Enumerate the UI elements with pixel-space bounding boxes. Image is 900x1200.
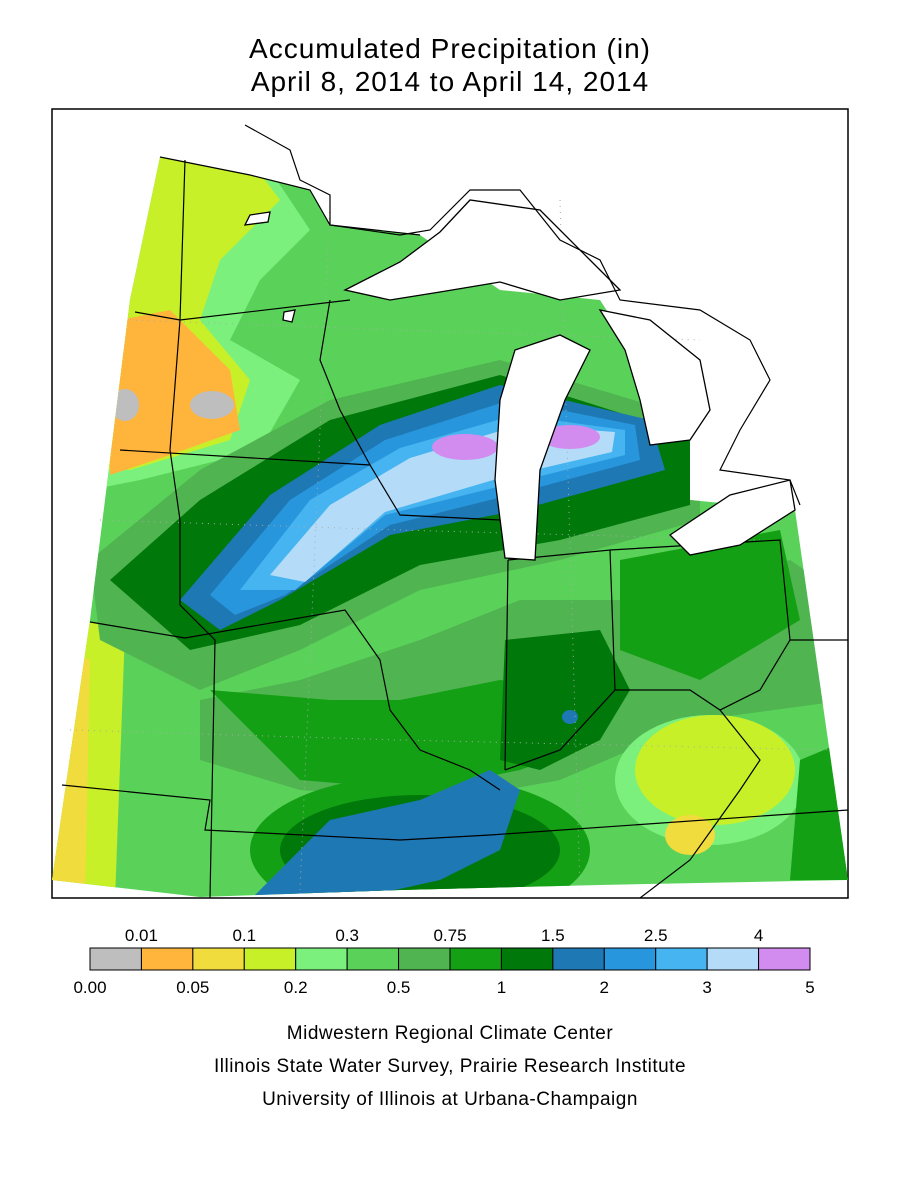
- border: [504, 559, 509, 771]
- legend-label: 0.1: [232, 926, 256, 945]
- legend-label: 1.5: [541, 926, 565, 945]
- legend-label: 0.05: [176, 978, 209, 997]
- credit: University of Illinois at Urbana-Champai…: [262, 1089, 638, 1110]
- field: [562, 710, 578, 724]
- legend-swatch: [603, 947, 657, 971]
- legend-swatch: [140, 947, 194, 971]
- legend-label: 2.5: [644, 926, 668, 945]
- legend-label: 4: [754, 926, 763, 945]
- legend-label: 3: [702, 978, 711, 997]
- lakes: [243, 199, 796, 561]
- legend-swatch: [192, 947, 245, 971]
- border: [169, 159, 216, 899]
- field: [500, 630, 630, 770]
- lake: [282, 309, 296, 323]
- grid-line: [99, 519, 761, 541]
- field: [250, 770, 520, 897]
- border: [159, 156, 421, 236]
- legend-label: 0.75: [433, 926, 466, 945]
- map-subtitle: April 8, 2014 to April 14, 2014: [251, 66, 649, 97]
- legend-swatch: [655, 947, 708, 971]
- credit: Illinois State Water Survey, Prairie Res…: [214, 1056, 686, 1077]
- legend-swatch: [89, 947, 142, 971]
- border: [119, 449, 501, 521]
- legend-swatch: [706, 947, 760, 971]
- legend-label: 0.01: [125, 926, 158, 945]
- grid: [69, 199, 831, 891]
- borders: [61, 156, 849, 899]
- legend-swatch: [346, 947, 400, 971]
- legend-swatch: [398, 947, 451, 971]
- border: [89, 609, 501, 791]
- legend: 0.00 0.01 0.05 0.1 0.2 0.3 0.5 0.75 1 1.5 2 2.5 3 4 5: [73, 926, 814, 997]
- legend-label: 1: [497, 978, 506, 997]
- lake-erie: [668, 479, 796, 556]
- grid-line: [69, 729, 831, 751]
- credit: Midwestern Regional Climate Center: [287, 1023, 614, 1044]
- legend-label: 5: [805, 978, 814, 997]
- legend-label: 0.3: [335, 926, 359, 945]
- field: [665, 815, 715, 855]
- coast: [244, 124, 801, 506]
- field: [635, 715, 795, 825]
- lake-michigan: [494, 334, 591, 561]
- field: [432, 434, 498, 460]
- border: [609, 539, 791, 711]
- legend-swatch: [295, 947, 348, 971]
- lake: [243, 211, 271, 226]
- legend-swatch: [500, 947, 554, 971]
- legend-swatch: [758, 947, 811, 971]
- field: [190, 391, 234, 419]
- legend-swatch: [243, 947, 297, 971]
- legend-swatch: [449, 947, 502, 971]
- legend-label: 2: [600, 978, 609, 997]
- legend-label: 0.2: [284, 978, 308, 997]
- field: [540, 425, 600, 449]
- field: [111, 389, 139, 421]
- border: [639, 709, 761, 899]
- border: [319, 299, 371, 466]
- lake-superior: [343, 199, 622, 301]
- lake-huron: [598, 309, 711, 446]
- grid-line: [129, 319, 701, 341]
- legend-label: 0.00: [73, 978, 106, 997]
- map: [51, 108, 849, 899]
- map-title: Accumulated Precipitation (in): [249, 33, 651, 64]
- border: [61, 784, 849, 841]
- legend-label: 0.5: [387, 978, 411, 997]
- legend-swatch: [552, 947, 605, 971]
- field: [620, 530, 800, 680]
